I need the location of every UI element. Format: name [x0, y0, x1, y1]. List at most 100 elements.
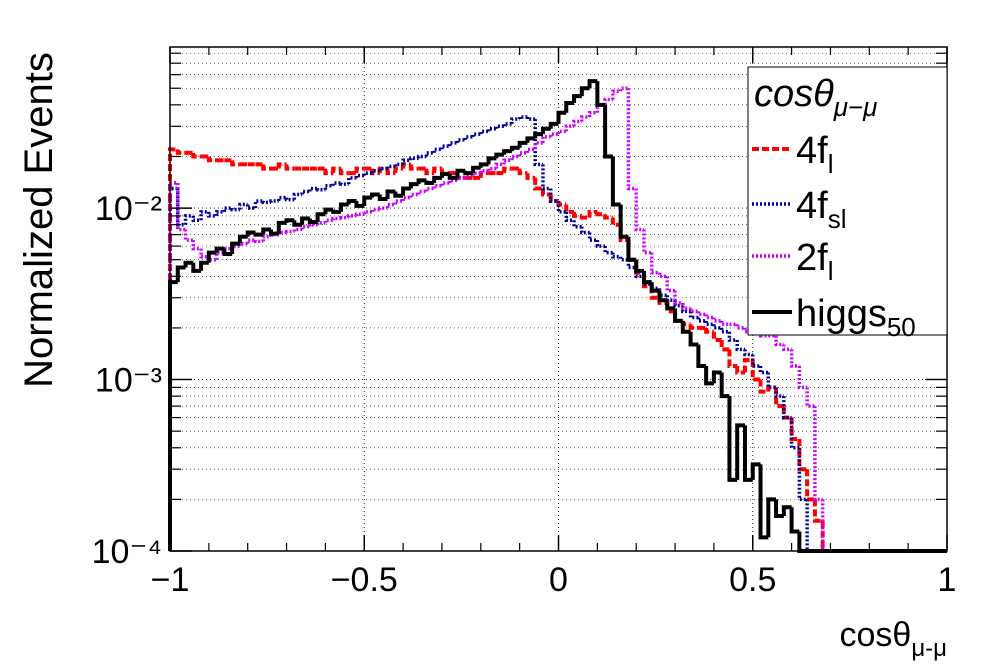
histogram-bin	[276, 220, 287, 234]
histogram-bin	[471, 132, 481, 137]
histogram-bin	[261, 227, 272, 235]
histogram-bin	[696, 317, 707, 323]
histogram-bin	[502, 122, 512, 127]
histogram-bin	[657, 288, 668, 298]
histogram-bin	[362, 171, 373, 176]
histogram-bin	[183, 260, 194, 268]
histogram-bin	[797, 365, 808, 390]
histogram-bin	[401, 158, 411, 165]
histogram-bin	[774, 387, 784, 409]
histogram-bin	[564, 101, 575, 113]
histogram-bin	[385, 164, 396, 169]
histogram-bin	[673, 290, 683, 305]
histogram-bin	[525, 173, 536, 180]
histogram-bin	[261, 200, 272, 205]
histogram-bin	[222, 248, 233, 256]
histogram-bin	[533, 132, 543, 139]
histogram-bin	[735, 423, 745, 480]
histogram-bin	[401, 195, 411, 201]
histogram-bin	[657, 290, 668, 303]
histogram-bin	[323, 183, 334, 190]
histogram-bin	[432, 175, 442, 184]
histogram-bin	[696, 311, 707, 317]
histogram-bin	[727, 331, 738, 342]
histogram-bin	[696, 344, 707, 368]
histogram-bin	[284, 229, 295, 234]
histogram-bin	[455, 168, 466, 178]
histogram-bin	[533, 119, 543, 167]
histogram-bin	[509, 145, 520, 152]
histogram-bin	[540, 188, 551, 197]
histogram-bin	[432, 166, 442, 174]
histogram-bin	[642, 229, 652, 255]
histogram-bin	[416, 154, 427, 159]
histogram-bin	[284, 197, 295, 202]
histogram-bin	[308, 186, 318, 192]
histogram-bin	[447, 178, 458, 184]
histogram-bin	[300, 216, 310, 225]
histogram-bin	[230, 207, 240, 212]
histogram-bin	[424, 151, 435, 157]
histogram-bin	[502, 166, 512, 174]
histogram-bin	[681, 302, 691, 311]
histogram-bin	[595, 81, 606, 107]
histogram-bin	[603, 104, 613, 159]
legend-label-sub: l	[828, 149, 834, 179]
histogram-bin	[339, 215, 349, 220]
histogram-bin	[813, 406, 823, 502]
x-axis-title-sub: μ-μ	[911, 635, 947, 662]
histogram-bin	[300, 189, 310, 195]
histogram-bin	[510, 117, 520, 124]
histogram-bin	[525, 136, 536, 143]
histogram-bin	[735, 324, 745, 330]
histogram-bin	[719, 327, 730, 334]
histogram-bin	[751, 354, 761, 368]
histogram-bin	[548, 132, 559, 137]
histogram-bin	[665, 300, 676, 311]
histogram-bin	[175, 265, 186, 283]
histogram-bin	[362, 195, 373, 206]
histogram-bin	[564, 124, 575, 132]
x-tick-label: 0.5	[729, 561, 776, 599]
histogram-bin	[479, 129, 489, 135]
histogram-bin	[774, 387, 784, 398]
histogram-bin	[743, 349, 753, 357]
histogram-bin	[393, 166, 404, 174]
histogram-bin	[393, 199, 404, 205]
histogram-bin	[245, 204, 256, 210]
histogram-bin	[579, 86, 590, 97]
histogram-bin	[618, 204, 629, 239]
histogram-bin	[346, 198, 357, 205]
legend-label-sub: l	[828, 256, 834, 286]
histogram-bin	[354, 173, 365, 178]
histogram-bin	[292, 192, 303, 200]
histogram-bin	[618, 256, 629, 262]
histogram-bin	[626, 88, 637, 191]
histogram-bin	[339, 182, 349, 186]
histogram-bin	[269, 229, 279, 236]
histogram-bin	[370, 207, 380, 212]
histogram-bin	[261, 235, 272, 242]
histogram-bin	[206, 156, 217, 163]
histogram-bin	[253, 199, 264, 209]
histogram-bin	[649, 252, 660, 275]
histogram-bin	[711, 331, 722, 343]
legend-title-sub: μ−μ	[833, 92, 878, 122]
histogram-bin	[284, 164, 295, 171]
histogram-bin	[432, 183, 442, 189]
histogram-bin	[463, 173, 474, 178]
histogram-bin	[797, 447, 808, 502]
x-tick-label: 0	[549, 561, 568, 599]
histogram-bin	[199, 210, 209, 221]
histogram-bin	[409, 156, 419, 161]
histogram-bin	[440, 144, 450, 150]
histogram-bin	[199, 260, 209, 271]
histogram-bin	[486, 166, 497, 171]
histogram-bin	[750, 462, 761, 480]
histogram-bin	[525, 116, 536, 121]
histogram-bin	[782, 344, 792, 352]
histogram-bin	[308, 222, 318, 227]
histogram-bin	[494, 162, 505, 169]
